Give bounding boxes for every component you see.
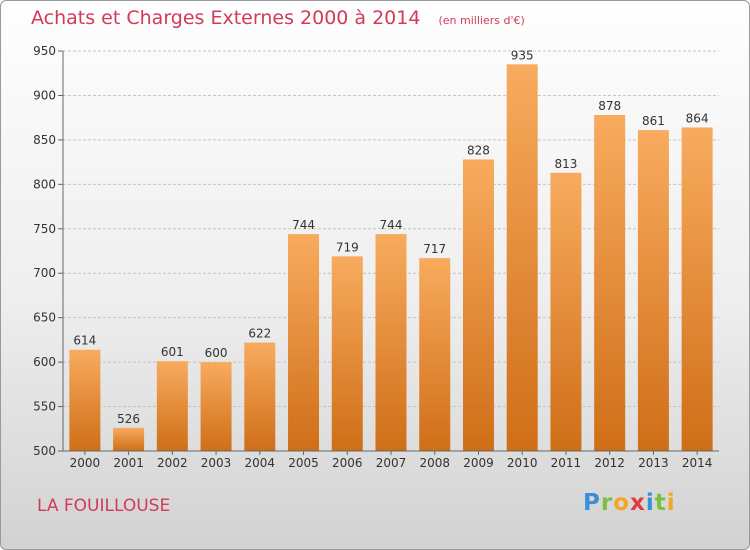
x-axis: 2000 2001 2002 2003 2004 2005 2006 2007 2008 2009… — [63, 450, 719, 470]
x-tick-label: 2005 — [288, 456, 319, 470]
chart-title-text: Achats et Charges Externes 2000 à 2014 — [31, 7, 421, 29]
bar-2006 — [331, 256, 363, 451]
y-tick-label: 700 — [33, 266, 56, 280]
x-tick-label: 2003 — [201, 456, 232, 470]
bar-value-label: 614 — [73, 334, 96, 348]
x-tick-label: 2008 — [419, 456, 450, 470]
bar-value-label: 600 — [205, 346, 228, 360]
y-tick-label: 850 — [33, 133, 56, 147]
x-tick-label: 2001 — [113, 456, 144, 470]
bar-value-label: 861 — [642, 114, 665, 128]
y-tick-label: 800 — [33, 177, 56, 191]
bar-value-label: 744 — [380, 218, 403, 232]
bar-value-label: 601 — [161, 345, 184, 359]
bar-value-label: 526 — [117, 412, 140, 426]
x-tick-label: 2012 — [594, 456, 625, 470]
x-tick-label: 2002 — [157, 456, 188, 470]
proxiti-logo: Proxiti — [583, 490, 676, 516]
bar-2012 — [594, 115, 626, 451]
x-tick-label: 2014 — [682, 456, 713, 470]
bar-value-label: 719 — [336, 240, 359, 254]
bar-2014 — [681, 127, 713, 451]
x-tick-label: 2011 — [551, 456, 582, 470]
bar-2000 — [69, 349, 101, 451]
bar-2004 — [244, 342, 276, 451]
bar-2009 — [462, 159, 494, 451]
bar-2010 — [506, 64, 538, 452]
bar-value-label: 828 — [467, 143, 490, 157]
bar-value-label: 717 — [423, 242, 446, 256]
bar-value-label: 744 — [292, 218, 315, 232]
x-tick-label: 2000 — [70, 456, 101, 470]
y-tick-label: 550 — [33, 400, 56, 414]
y-tick-label: 600 — [33, 355, 56, 369]
y-tick-label: 950 — [33, 44, 56, 58]
bar-2003 — [200, 362, 232, 451]
y-tick-label: 900 — [33, 88, 56, 102]
bar-2013 — [637, 130, 669, 451]
bar-2011 — [550, 172, 582, 451]
bar-value-label: 622 — [248, 327, 271, 341]
commune-name: LA FOUILLOUSE — [37, 496, 171, 516]
bar-2008 — [419, 258, 451, 451]
x-tick-label: 2009 — [463, 456, 494, 470]
bar-value-label: 864 — [686, 111, 709, 125]
bar-2005 — [288, 234, 320, 451]
chart-title: Achats et Charges Externes 2000 à 2014 (… — [31, 7, 525, 29]
x-tick-label: 2004 — [245, 456, 276, 470]
y-axis: 500 550 600 650 700 750 800 850 900 950 — [33, 44, 64, 458]
y-tick-label: 650 — [33, 311, 56, 325]
x-tick-label: 2013 — [638, 456, 669, 470]
x-tick-label: 2010 — [507, 456, 538, 470]
x-tick-label: 2007 — [376, 456, 407, 470]
x-tick-label: 2006 — [332, 456, 363, 470]
y-tick-label: 500 — [33, 444, 56, 458]
bar-value-label: 813 — [554, 157, 577, 171]
bar-value-label: 935 — [511, 48, 534, 62]
y-tick-label: 750 — [33, 222, 56, 236]
bar-2002 — [156, 361, 188, 451]
bar-value-label: 878 — [598, 99, 621, 113]
bar-2007 — [375, 234, 407, 451]
bars: 614 526 601 600 622 744 719 744 717 828 935 813 878 8… — [69, 48, 713, 452]
chart-title-unit: (en milliers d'€) — [438, 14, 525, 27]
bar-2001 — [113, 427, 145, 451]
